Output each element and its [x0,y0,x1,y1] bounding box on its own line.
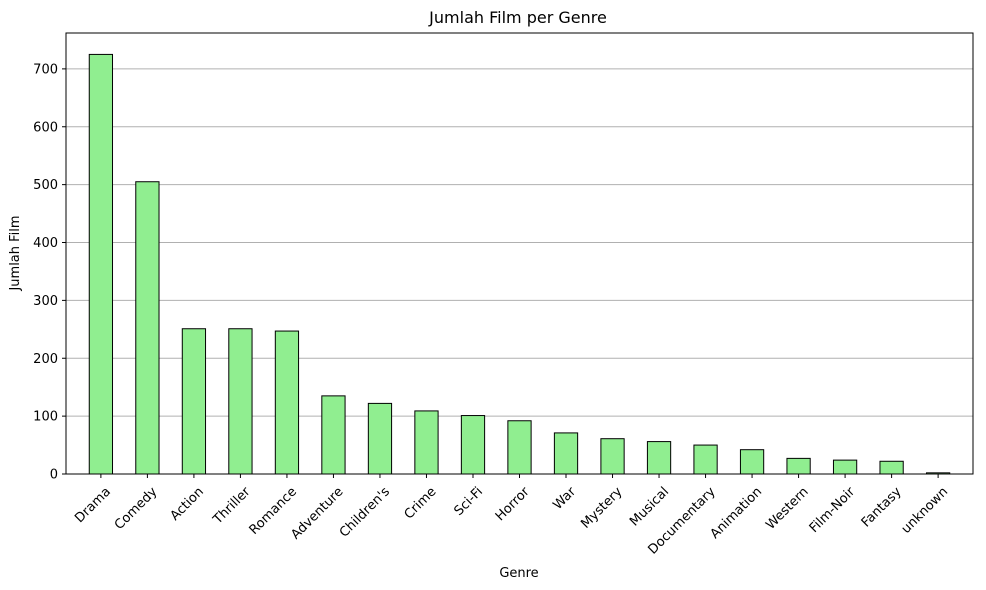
bar-war [553,432,579,475]
y-tick-label: 700 [33,62,58,77]
y-tick-label: 600 [33,120,58,135]
bar-sci-fi [460,415,486,475]
bar-crime [414,410,439,475]
bar-drama [88,53,114,475]
bar-animation [739,449,765,475]
bar-romance [274,330,300,475]
bar-adventure [321,395,346,475]
bar-thriller [228,328,253,475]
bar-fantasy [879,460,904,475]
y-tick-label: 300 [33,294,58,309]
bar-comedy [135,181,160,475]
x-axis-label: Genre [499,566,538,581]
y-tick-label: 500 [33,178,58,193]
y-tick-label: 400 [33,236,58,251]
bar-action [181,328,207,475]
y-tick-label: 200 [33,352,58,367]
bar-children-s [367,402,393,475]
y-axis: 0 100 200 300 400 500 600 700 [33,62,66,483]
chart-title: Jumlah Film per Genre [428,8,607,27]
bar-musical [646,441,672,475]
bar-documentary [693,444,718,475]
y-axis-label: Jumlah Film [8,215,23,291]
y-tick-label: 0 [50,468,58,483]
bar-western [786,457,811,475]
bar-horror [507,420,532,475]
bar-film-noir [832,459,858,475]
bar-mystery [600,438,625,475]
y-tick-label: 100 [33,410,58,425]
